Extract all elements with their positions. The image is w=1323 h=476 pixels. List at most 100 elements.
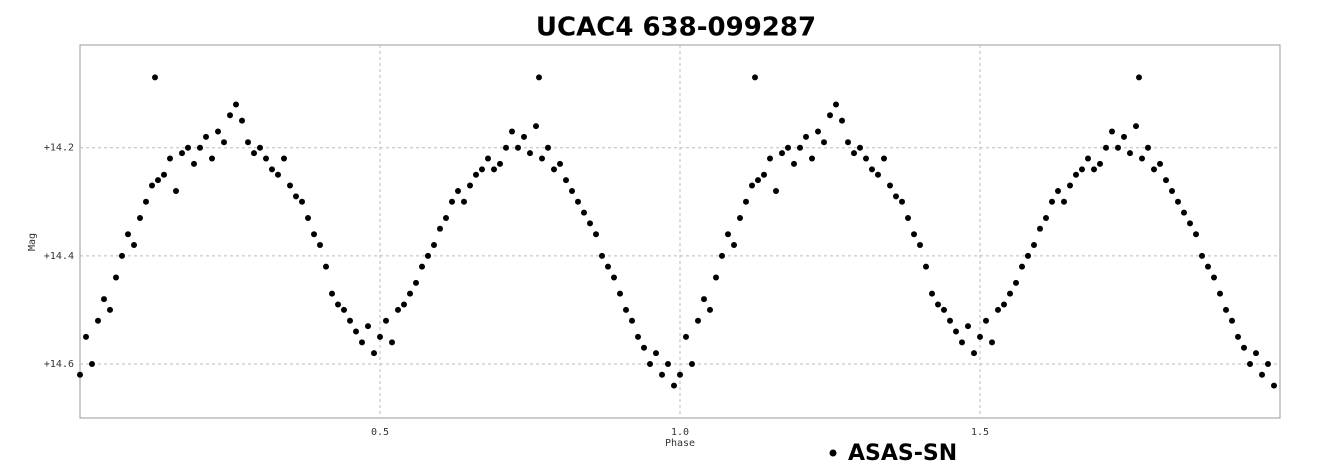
data-point bbox=[1019, 263, 1025, 270]
x-tick-label: 0.5 bbox=[371, 427, 389, 438]
data-point bbox=[647, 360, 653, 367]
data-point bbox=[935, 301, 941, 308]
data-point bbox=[143, 198, 149, 205]
data-point bbox=[377, 333, 383, 340]
data-point bbox=[845, 139, 851, 146]
data-point bbox=[311, 231, 317, 238]
data-point bbox=[125, 231, 131, 238]
data-point bbox=[611, 274, 617, 281]
data-point bbox=[623, 306, 629, 313]
data-point bbox=[473, 171, 479, 178]
data-point bbox=[593, 231, 599, 238]
chart-title: UCAC4 638-099287 bbox=[536, 13, 816, 43]
data-point bbox=[1109, 128, 1115, 135]
data-point bbox=[635, 333, 641, 340]
data-point bbox=[1025, 252, 1031, 259]
data-point bbox=[893, 193, 899, 200]
data-point bbox=[275, 171, 281, 178]
data-point bbox=[191, 160, 197, 167]
data-point bbox=[149, 182, 155, 189]
data-point bbox=[1151, 166, 1157, 173]
data-point bbox=[983, 317, 989, 324]
data-point bbox=[437, 225, 443, 232]
data-point bbox=[1097, 160, 1103, 167]
data-point bbox=[887, 182, 893, 189]
data-point bbox=[239, 117, 245, 124]
data-point bbox=[383, 317, 389, 324]
data-point bbox=[701, 296, 707, 303]
data-point bbox=[179, 150, 185, 157]
data-point bbox=[1121, 133, 1127, 140]
data-point bbox=[485, 155, 491, 162]
y-tick-label: +14.2 bbox=[44, 143, 74, 154]
data-point bbox=[575, 198, 581, 205]
data-point bbox=[401, 301, 407, 308]
data-point bbox=[653, 350, 659, 357]
data-point bbox=[455, 187, 461, 194]
data-point bbox=[851, 150, 857, 157]
data-point bbox=[83, 333, 89, 340]
data-point bbox=[752, 74, 758, 81]
data-point bbox=[347, 317, 353, 324]
data-point bbox=[215, 128, 221, 135]
data-point bbox=[743, 198, 749, 205]
data-point bbox=[1259, 371, 1265, 378]
data-point bbox=[1043, 214, 1049, 221]
data-point bbox=[251, 150, 257, 157]
x-axis-label: Phase bbox=[665, 438, 695, 449]
data-point bbox=[995, 306, 1001, 313]
data-point bbox=[599, 252, 605, 259]
data-point bbox=[95, 317, 101, 324]
data-point bbox=[863, 155, 869, 162]
data-point bbox=[1175, 198, 1181, 205]
data-point bbox=[209, 155, 215, 162]
data-point bbox=[77, 371, 83, 378]
data-point bbox=[881, 155, 887, 162]
data-point bbox=[1235, 333, 1241, 340]
data-point bbox=[899, 198, 905, 205]
data-point bbox=[533, 123, 539, 130]
data-point bbox=[731, 242, 737, 249]
data-point bbox=[755, 177, 761, 184]
data-point bbox=[1157, 160, 1163, 167]
data-point bbox=[797, 144, 803, 151]
data-point bbox=[707, 306, 713, 313]
data-point bbox=[1271, 382, 1277, 389]
data-point bbox=[1055, 187, 1061, 194]
data-point bbox=[221, 139, 227, 146]
data-point bbox=[905, 214, 911, 221]
data-point bbox=[1007, 290, 1013, 297]
data-point bbox=[131, 242, 137, 249]
y-tick-label: +14.4 bbox=[44, 251, 74, 262]
data-point bbox=[359, 339, 365, 346]
legend-marker bbox=[829, 449, 837, 457]
data-point bbox=[1139, 155, 1145, 162]
data-point bbox=[965, 323, 971, 330]
data-point bbox=[155, 177, 161, 184]
data-point bbox=[605, 263, 611, 270]
data-point bbox=[245, 139, 251, 146]
data-point bbox=[497, 160, 503, 167]
data-point bbox=[101, 296, 107, 303]
data-point bbox=[791, 160, 797, 167]
data-point bbox=[1061, 198, 1067, 205]
data-point bbox=[923, 263, 929, 270]
data-point bbox=[1229, 317, 1235, 324]
data-point bbox=[1253, 350, 1259, 357]
data-point bbox=[431, 242, 437, 249]
data-point bbox=[317, 242, 323, 249]
data-point bbox=[809, 155, 815, 162]
data-point bbox=[569, 187, 575, 194]
data-point bbox=[539, 155, 545, 162]
data-point bbox=[443, 214, 449, 221]
data-point bbox=[461, 198, 467, 205]
data-point bbox=[1049, 198, 1055, 205]
data-point bbox=[1145, 144, 1151, 151]
data-point bbox=[1169, 187, 1175, 194]
data-point bbox=[587, 220, 593, 227]
data-point bbox=[233, 101, 239, 108]
data-point bbox=[785, 144, 791, 151]
data-point bbox=[779, 150, 785, 157]
data-point bbox=[137, 214, 143, 221]
data-point bbox=[1115, 144, 1121, 151]
